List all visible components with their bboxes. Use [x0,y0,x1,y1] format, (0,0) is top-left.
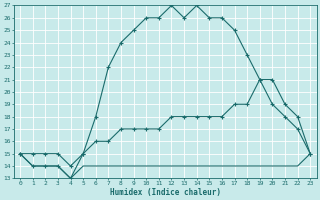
X-axis label: Humidex (Indice chaleur): Humidex (Indice chaleur) [110,188,220,197]
